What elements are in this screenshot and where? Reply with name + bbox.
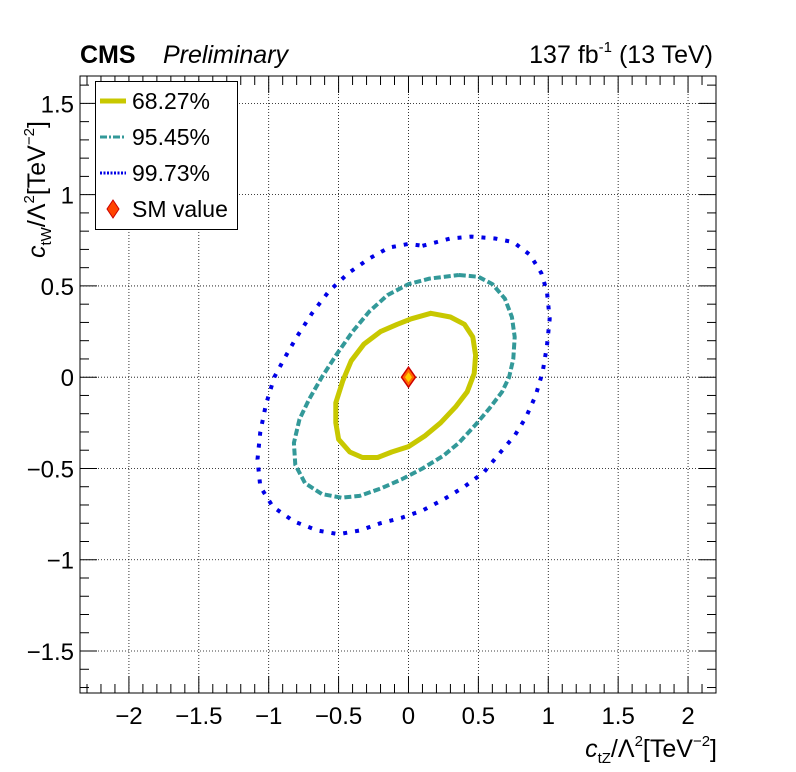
- lumi-exponent: -1: [598, 39, 613, 56]
- legend-symbol-solid: [100, 98, 126, 104]
- y-close: ]: [23, 121, 51, 129]
- legend-item-95: 95.45%: [96, 119, 237, 155]
- y-tick-label: 0.5: [41, 274, 74, 301]
- y-tick-label: 1: [61, 183, 74, 210]
- x-unit-sup: −2: [692, 733, 711, 750]
- legend-symbol-dotted: [100, 171, 126, 175]
- energy-label: (13 TeV): [618, 41, 713, 69]
- y-mid: /Λ: [23, 203, 51, 228]
- y-tick-label: 0: [61, 365, 74, 392]
- plot-frame: [79, 75, 717, 694]
- x-tick-label: −0.5: [315, 703, 362, 730]
- y-tick-label: −1.5: [27, 639, 74, 666]
- legend-item-sm: SM value: [96, 191, 237, 227]
- y-tick-label: 1.5: [41, 91, 74, 118]
- y-tick-label: −0.5: [27, 456, 74, 483]
- legend-symbol-diamond: [106, 199, 120, 219]
- y-axis-label: ctW/Λ2[TeV−2]: [21, 121, 55, 259]
- x-tick-label: 1.5: [601, 703, 634, 730]
- legend-item-99: 99.73%: [96, 155, 237, 191]
- legend-label: SM value: [132, 196, 228, 222]
- x-tick-label: 0.5: [462, 703, 495, 730]
- contour-95-line: [291, 273, 517, 500]
- sm-value-marker-inner: [404, 372, 412, 383]
- legend-symbol-dashed: [100, 135, 126, 139]
- x-mid: /Λ: [610, 735, 635, 763]
- y-tick-label: −1: [47, 548, 74, 575]
- x-tick-label: 0: [402, 703, 415, 730]
- status-label: Preliminary: [163, 41, 289, 69]
- luminosity-label: 137 fb-1 (13 TeV): [529, 40, 713, 69]
- lumi-value: 137 fb: [529, 41, 599, 69]
- x-tick-label: 2: [681, 703, 694, 730]
- x-tick-label: 1: [542, 703, 555, 730]
- legend-label: 68.27%: [132, 88, 211, 114]
- x-var-sub: tZ: [597, 750, 611, 767]
- x-axis-label: ctZ/Λ2[TeV−2]: [585, 733, 717, 767]
- legend-item-68: 68.27%: [96, 83, 237, 119]
- tick-labels: −2 −1.5 −1 −0.5 0 0.5 1 1.5 2 −1.5 −1 −0.5 0 0.5 1 1.5: [27, 91, 695, 730]
- y-unit-sup: −2: [21, 128, 38, 146]
- x-mid-sup: 2: [634, 733, 643, 750]
- x-tick-label: −1: [255, 703, 282, 730]
- y-unit: [TeV: [23, 145, 51, 196]
- x-var: c: [585, 735, 598, 763]
- x-unit: [TeV: [642, 735, 693, 763]
- y-var: c: [23, 245, 51, 259]
- y-var-sub: tW: [38, 227, 55, 246]
- x-tick-label: −1.5: [175, 703, 222, 730]
- legend-label: 95.45%: [132, 124, 211, 150]
- y-mid-sup: 2: [21, 195, 38, 204]
- legend-label: 99.73%: [132, 160, 211, 186]
- contour-series: [255, 234, 552, 537]
- legend: 68.27% 95.45% 99.73% SM value: [95, 81, 238, 230]
- experiment-label: CMS: [80, 41, 136, 69]
- contour-99-line: [255, 234, 552, 537]
- contour-68-line: [333, 310, 479, 460]
- x-close: ]: [710, 735, 717, 763]
- x-tick-label: −2: [115, 703, 142, 730]
